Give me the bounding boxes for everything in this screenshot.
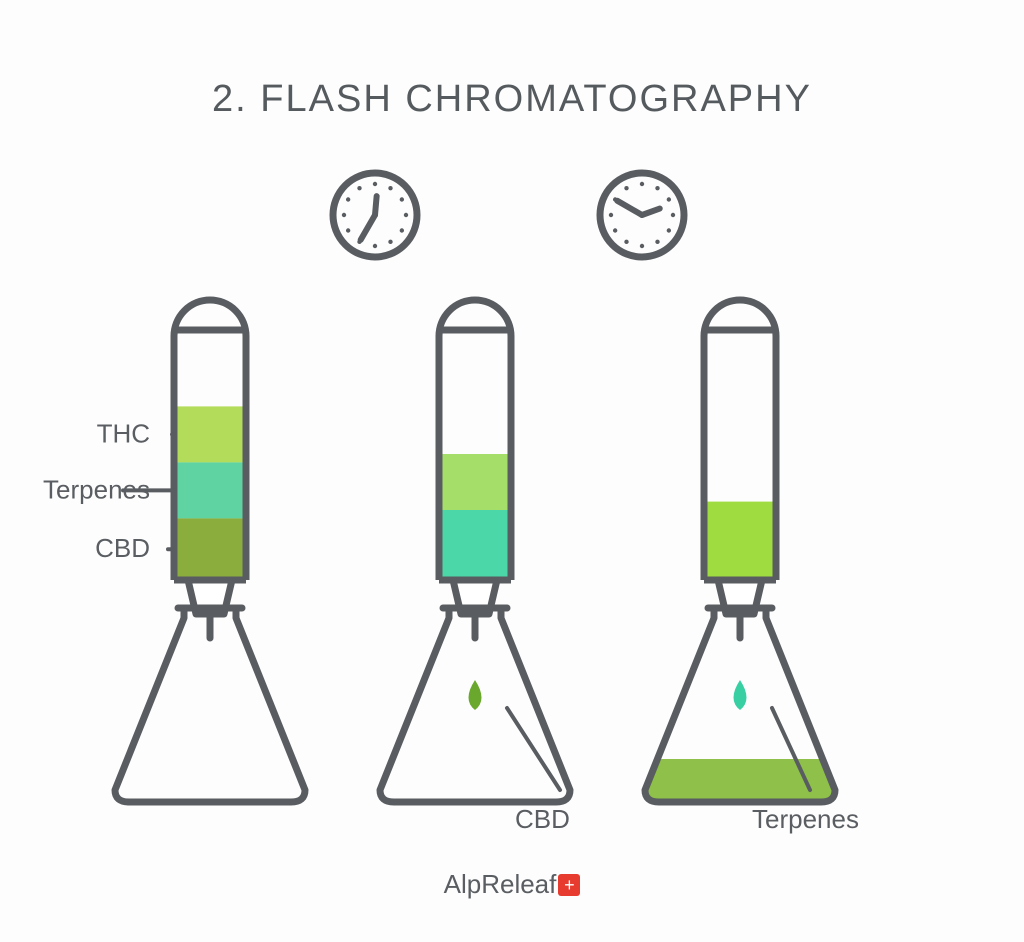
drop-label: Terpenes xyxy=(752,804,859,834)
drop-label: CBD xyxy=(515,804,570,834)
column-layer xyxy=(443,454,508,510)
column-layer xyxy=(178,518,243,580)
column-layer xyxy=(178,462,243,518)
brand-name: AlpReleaf xyxy=(444,869,557,899)
column-layer xyxy=(443,510,508,580)
chromatography-column xyxy=(645,300,835,802)
drop-icon xyxy=(734,680,747,710)
page-title: 2. FLASH CHROMATOGRAPHY xyxy=(0,78,1024,121)
swiss-plus-icon: + xyxy=(558,874,580,896)
layer-label: CBD xyxy=(95,533,150,563)
layer-label: THC xyxy=(97,418,150,448)
clock-icon xyxy=(333,173,417,257)
clock-icon xyxy=(600,173,684,257)
diagram-stage: THC Terpenes CBD CBD Terpenes xyxy=(0,150,1024,850)
brand-footer: AlpReleaf+ xyxy=(0,869,1024,900)
column-layer xyxy=(178,406,243,462)
drop-icon xyxy=(469,680,482,710)
chromatography-column xyxy=(380,300,570,802)
column-layer xyxy=(708,502,773,580)
layer-label: Terpenes xyxy=(43,474,150,504)
